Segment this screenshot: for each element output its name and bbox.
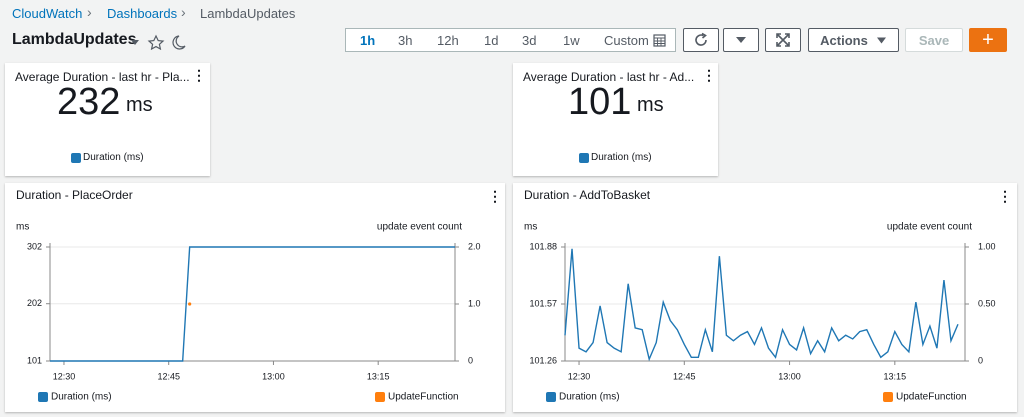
breadcrumb-link[interactable]: CloudWatch <box>12 6 83 21</box>
caret-icon <box>736 37 746 43</box>
widget-unit: ms <box>637 94 664 116</box>
widget-menu[interactable]: ⋮ <box>192 67 206 83</box>
save-button[interactable]: Save <box>905 28 963 52</box>
breadcrumb-link[interactable]: Dashboards <box>107 6 178 21</box>
time-range-option[interactable]: 3h <box>398 33 413 48</box>
breadcrumb-separator: › <box>181 4 186 20</box>
add-widget-button[interactable]: + <box>969 28 1007 52</box>
save-label: Save <box>918 32 950 48</box>
legend-label: Duration (ms) <box>559 392 620 403</box>
time-range-selector: 1h 3h 12h 1d 3d 1w Custom <box>345 28 676 52</box>
time-range-option[interactable]: 3d <box>522 33 537 48</box>
refresh-options-button[interactable] <box>723 28 759 52</box>
title-icons <box>131 34 186 50</box>
legend-label: Duration (ms) <box>591 152 652 163</box>
chart-widget: ⋮ <box>513 183 1017 412</box>
y-tick-label: 101 <box>27 355 42 365</box>
x-tick-label: 13:15 <box>884 371 907 381</box>
widget-menu[interactable]: ⋮ <box>488 188 502 204</box>
y2-tick-label: 0 <box>978 355 983 365</box>
refresh-button[interactable] <box>683 28 719 52</box>
y2-axis-label: update event count <box>887 222 972 233</box>
y-axis-label: ms <box>524 222 537 233</box>
series-line <box>50 246 455 362</box>
y2-tick-label: 0 <box>468 355 473 365</box>
legend-swatch <box>546 392 556 402</box>
x-tick-label: 13:00 <box>262 371 285 381</box>
dropdown-caret[interactable] <box>131 40 139 45</box>
legend-label: Duration (ms) <box>83 152 144 163</box>
calendar-icon <box>653 34 666 47</box>
widget-value: 101 <box>568 81 632 123</box>
actions-button[interactable]: Actions <box>808 28 899 52</box>
y-tick-label: 101.26 <box>529 355 557 365</box>
y2-tick-label: 2.0 <box>468 241 481 251</box>
widget-value: 232 <box>57 81 121 123</box>
series-point <box>188 302 192 306</box>
y-axis-label: ms <box>16 222 29 233</box>
legend-swatch <box>375 392 385 402</box>
legend-swatch <box>71 153 81 163</box>
chart-title: Duration - AddToBasket <box>524 188 651 202</box>
y-tick-label: 101.57 <box>529 298 557 308</box>
time-range-option[interactable]: 1w <box>563 33 580 48</box>
y2-tick-label: 1.0 <box>468 298 481 308</box>
x-tick-label: 12:45 <box>673 371 696 381</box>
y-tick-label: 202 <box>27 298 42 308</box>
caret-icon <box>876 37 886 43</box>
y-tick-label: 302 <box>27 241 42 251</box>
dark-mode-toggle[interactable] <box>172 35 186 50</box>
widget-title: Average Duration - last hr - Pla... <box>15 70 190 84</box>
widget-title: Average Duration - last hr - Ad... <box>523 70 695 84</box>
chart-widget: ⋮ <box>5 183 505 412</box>
x-tick-label: 12:45 <box>157 371 180 381</box>
time-range-option[interactable]: Custom <box>604 33 649 48</box>
favorite-star[interactable] <box>147 34 165 50</box>
y2-tick-label: 1.00 <box>978 241 996 251</box>
legend-label: Duration (ms) <box>51 392 112 403</box>
fullscreen-button[interactable] <box>765 28 801 52</box>
legend-swatch <box>38 392 48 402</box>
widget-menu[interactable]: ⋮ <box>998 188 1012 204</box>
series-line <box>564 248 959 362</box>
time-range-option[interactable]: 12h <box>437 33 459 48</box>
x-tick-label: 12:30 <box>568 371 591 381</box>
breadcrumb-separator: › <box>87 4 92 20</box>
legend-label: UpdateFunction <box>388 392 459 403</box>
number-widget: Average Duration - last hr - Ad... ⋮ 101… <box>513 63 718 176</box>
widget-menu[interactable]: ⋮ <box>702 67 716 83</box>
fullscreen-icon <box>776 33 790 47</box>
legend-swatch <box>883 392 893 402</box>
widget-unit: ms <box>126 94 153 116</box>
x-tick-label: 12:30 <box>53 371 76 381</box>
legend-swatch <box>579 153 589 163</box>
x-tick-label: 13:00 <box>778 371 801 381</box>
time-range-option[interactable]: 1d <box>484 33 499 48</box>
chart-title: Duration - PlaceOrder <box>16 188 133 202</box>
dashboard-title: LambdaUpdates <box>12 31 137 48</box>
y2-tick-label: 0.50 <box>978 298 996 308</box>
y-tick-label: 101.88 <box>529 241 557 251</box>
actions-label: Actions <box>820 32 868 48</box>
number-widget: Average Duration - last hr - Pla... ⋮ 23… <box>5 63 210 176</box>
breadcrumb-current: LambdaUpdates <box>200 6 296 21</box>
y2-axis-label: update event count <box>377 222 462 233</box>
add-label: + <box>982 28 994 51</box>
x-tick-label: 13:15 <box>367 371 390 381</box>
legend-label: UpdateFunction <box>896 392 967 403</box>
refresh-icon <box>695 32 707 46</box>
time-range-option[interactable]: 1h <box>360 33 376 48</box>
